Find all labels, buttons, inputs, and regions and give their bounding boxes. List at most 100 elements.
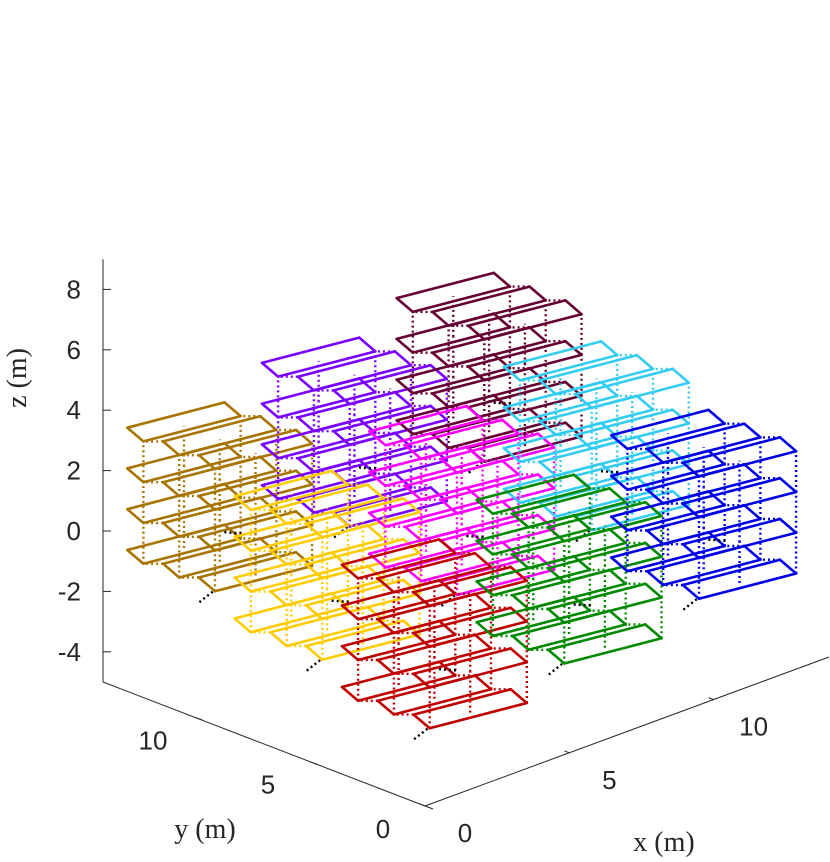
beam-edge	[466, 380, 567, 409]
beam-edge	[304, 522, 324, 539]
beam-edge	[304, 537, 405, 566]
beam-edge	[276, 390, 377, 419]
beam-edge	[599, 380, 619, 398]
beam-edge	[778, 436, 798, 453]
y-tick-label: 10	[139, 725, 168, 755]
beam-edge	[356, 592, 457, 621]
beam-edge	[126, 467, 145, 484]
beam-edge	[258, 455, 278, 473]
beam-edge	[697, 449, 798, 478]
beam-edge	[538, 353, 639, 382]
beam-edge	[509, 647, 529, 664]
beam-edge	[340, 685, 360, 703]
beam-edge	[177, 550, 278, 579]
beam-edge	[177, 469, 278, 498]
beam-edge	[412, 590, 432, 608]
beam-edge	[197, 576, 217, 593]
beam-edge	[276, 350, 377, 378]
beam-edge	[518, 435, 619, 464]
beam-edge	[697, 490, 798, 519]
beam-edge	[645, 529, 665, 546]
beam-edge	[574, 408, 675, 437]
beam-edge	[285, 619, 386, 648]
beam-edge	[528, 285, 548, 302]
beam-edge	[142, 496, 242, 525]
z-tick-label: -4	[58, 637, 81, 667]
beam-edge	[233, 576, 253, 593]
beam-edge	[233, 494, 253, 512]
beam-edge	[348, 418, 449, 447]
beam-edge	[538, 460, 558, 478]
beam-edge	[742, 503, 762, 521]
beam-edge	[403, 418, 504, 447]
beam-edge	[437, 578, 457, 596]
beam-edge	[546, 623, 647, 652]
beam-edge	[332, 445, 433, 474]
beam-edge	[332, 429, 352, 447]
beam-edge	[626, 422, 726, 451]
beam-edge	[304, 619, 405, 648]
beam-edge	[590, 462, 691, 491]
beam-edge	[491, 568, 592, 597]
beam-edge	[384, 540, 484, 569]
beam-edge	[395, 337, 415, 354]
black-connector	[333, 525, 350, 539]
beam-edge	[126, 548, 145, 566]
frame-series	[475, 473, 663, 676]
black-connector	[548, 662, 564, 676]
beam-edge	[411, 326, 512, 354]
beam-edge	[572, 473, 592, 490]
beam-edge	[511, 512, 530, 529]
beam-edge	[412, 672, 432, 689]
beam-edge	[473, 551, 493, 569]
beam-edge	[608, 527, 628, 545]
beam-edge	[502, 340, 603, 368]
beam-edge	[296, 375, 316, 392]
beam-edge	[392, 565, 493, 594]
beam-edge	[554, 408, 655, 437]
beam-edge	[681, 542, 701, 560]
beam-edge	[367, 511, 387, 529]
beam-edge	[599, 340, 619, 357]
beam-edge	[367, 430, 387, 447]
beam-edge	[348, 377, 449, 406]
beam-edge	[411, 285, 512, 314]
x-axis-label: x (m)	[633, 827, 694, 858]
beam-edge	[304, 644, 324, 662]
beam-edge	[126, 426, 145, 443]
beam-edge	[431, 392, 450, 409]
beam-edge	[644, 582, 663, 599]
beam-edge	[233, 535, 253, 553]
beam-edge	[197, 453, 217, 471]
frame-series	[340, 538, 529, 741]
beam-edge	[447, 380, 548, 409]
beam-edge	[366, 524, 386, 541]
beam-edge	[304, 603, 324, 621]
beam-edge	[392, 687, 493, 716]
beam-edge	[213, 564, 314, 593]
beam-edge	[392, 606, 493, 635]
beam-edge	[276, 472, 377, 501]
plot-marks	[126, 271, 798, 741]
beam-edge	[340, 644, 360, 662]
beam-edge	[455, 486, 556, 515]
beam-edge	[466, 324, 486, 341]
beam-edge	[681, 583, 701, 601]
beam-edge	[465, 445, 484, 463]
x-tick-label: 5	[602, 765, 616, 795]
beam-edge	[428, 701, 529, 730]
beam-edge	[466, 339, 567, 368]
beam-edge	[527, 582, 628, 611]
beam-edge	[574, 392, 594, 410]
beam-edge	[330, 469, 350, 487]
black-connector	[468, 460, 484, 474]
beam-edge	[233, 469, 334, 498]
beam-edge	[500, 418, 520, 436]
beam-edge	[412, 713, 432, 730]
beam-edge	[320, 551, 421, 580]
beam-edge	[304, 578, 405, 607]
beam-edge	[475, 473, 576, 502]
beam-edge	[330, 510, 350, 527]
beam-edge	[645, 447, 665, 465]
beam-edge	[482, 394, 583, 423]
